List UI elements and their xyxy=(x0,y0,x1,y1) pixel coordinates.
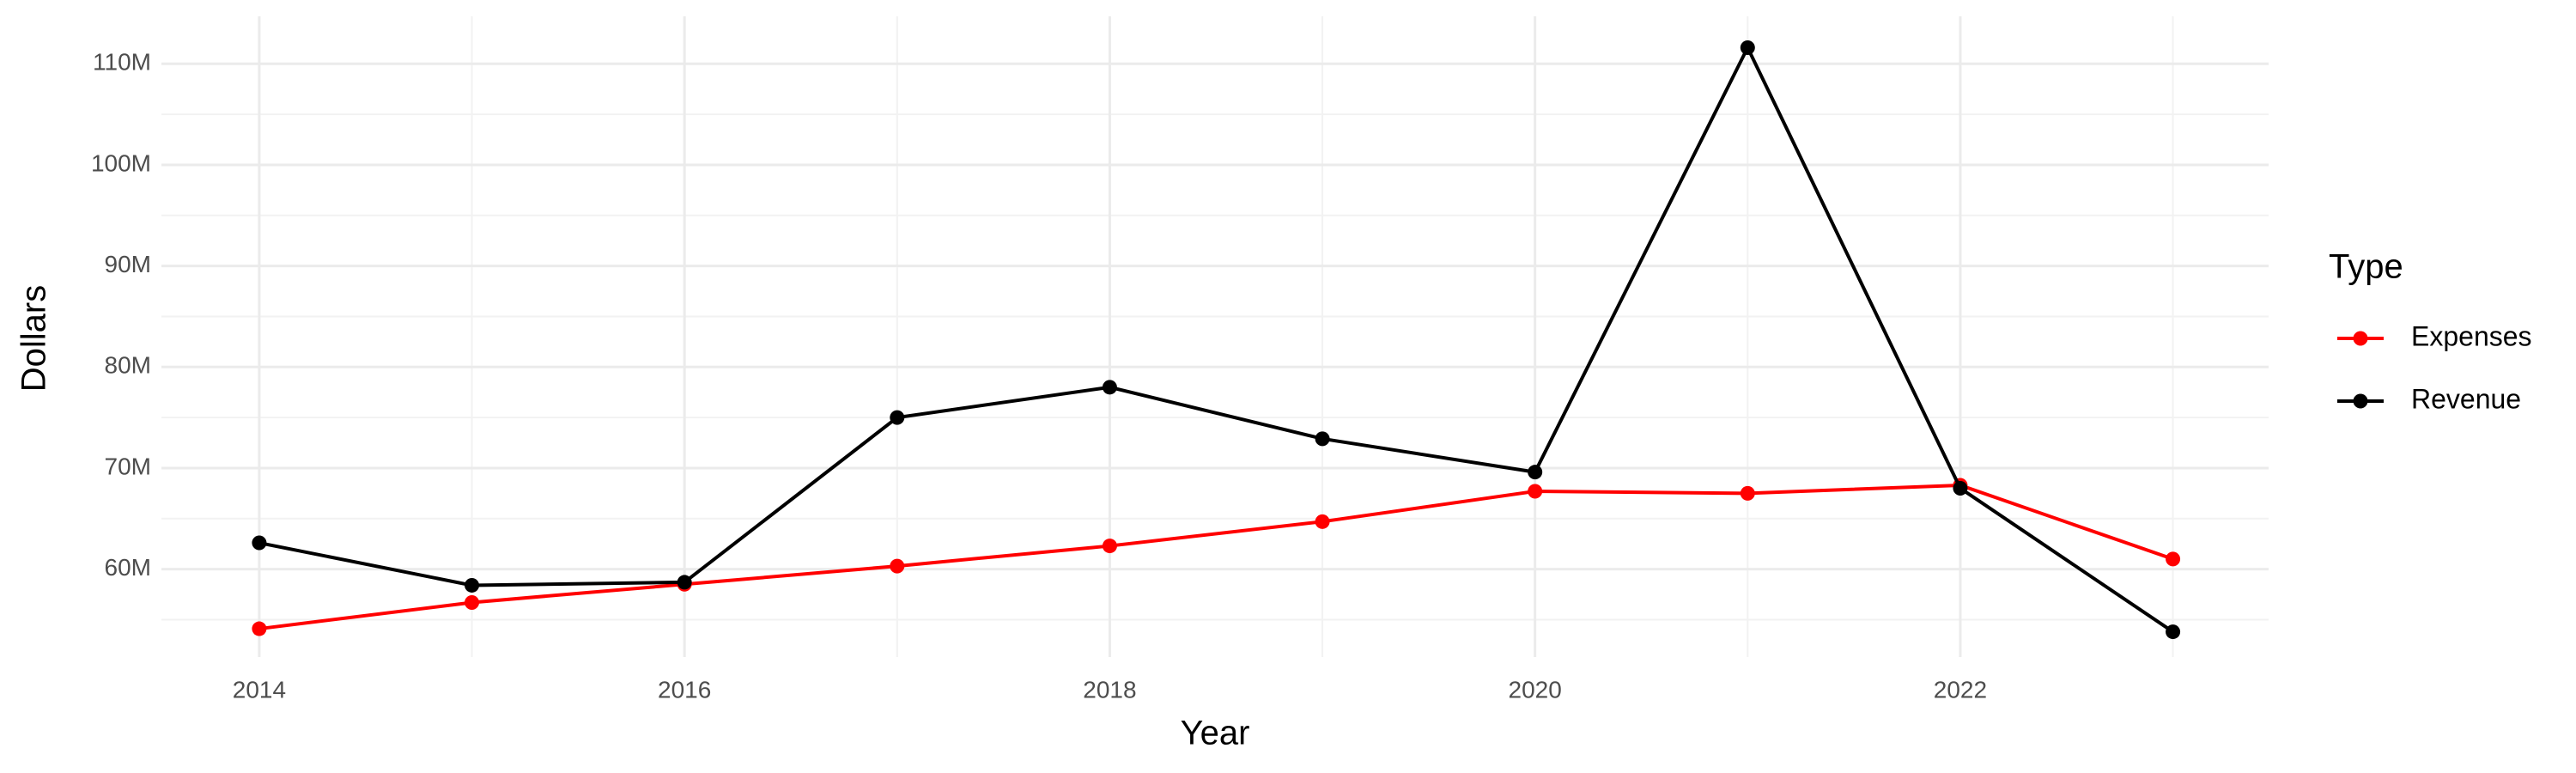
y-tick-label: 70M xyxy=(105,453,151,479)
x-tick-label: 2020 xyxy=(1509,676,1562,703)
data-point xyxy=(1740,40,1755,55)
x-tick-label: 2016 xyxy=(658,676,711,703)
y-tick-label: 100M xyxy=(91,149,151,176)
legend-dot xyxy=(2353,393,2368,409)
x-tick-label: 2018 xyxy=(1083,676,1136,703)
data-point xyxy=(1102,539,1117,554)
y-tick-label: 90M xyxy=(105,251,151,277)
data-point xyxy=(1528,484,1543,499)
data-point xyxy=(1315,514,1330,529)
data-point xyxy=(1315,431,1330,447)
x-tick-label: 2022 xyxy=(1934,676,1987,703)
y-axis-title: Dollars xyxy=(15,285,53,392)
data-point xyxy=(2166,551,2181,567)
legend-label: Expenses xyxy=(2411,320,2532,351)
data-point xyxy=(465,577,480,593)
x-axis-title: Year xyxy=(1181,715,1250,752)
legend-title: Type xyxy=(2329,248,2403,286)
y-tick-label: 60M xyxy=(105,554,151,581)
data-point xyxy=(2166,624,2181,640)
y-tick-label: 110M xyxy=(93,49,151,76)
data-point xyxy=(1953,480,1968,496)
legend-dot xyxy=(2353,331,2368,346)
y-tick-label: 80M xyxy=(105,352,151,379)
data-point xyxy=(677,575,692,590)
data-point xyxy=(252,621,267,636)
series-line xyxy=(258,483,2174,631)
data-point xyxy=(1740,485,1755,501)
series-line xyxy=(258,43,2174,634)
data-point xyxy=(1102,380,1117,395)
data-point xyxy=(890,410,905,425)
legend-label: Revenue xyxy=(2411,383,2521,414)
data-point xyxy=(252,535,267,551)
x-tick-label: 2014 xyxy=(233,676,286,703)
data-point xyxy=(465,594,480,610)
data-point xyxy=(1528,465,1543,480)
data-point xyxy=(890,558,905,574)
